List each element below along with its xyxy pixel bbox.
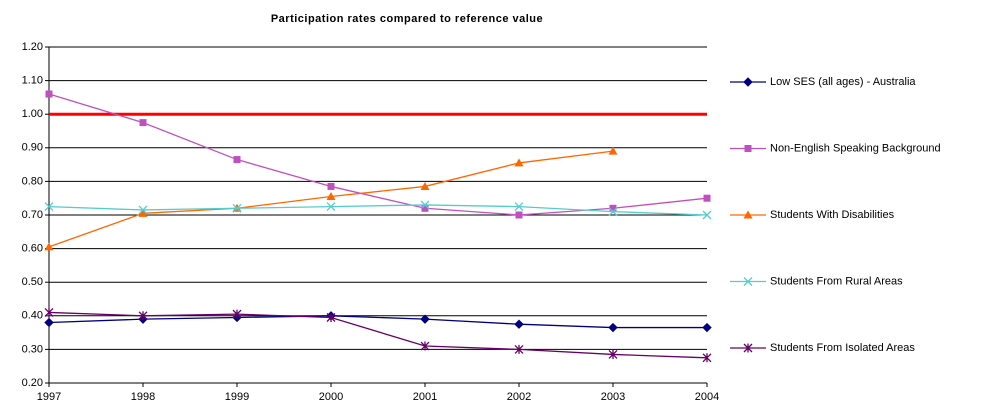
data-point	[138, 208, 148, 217]
y-tick-label: 0.50	[22, 276, 43, 288]
x-tick-label: 1999	[225, 391, 249, 403]
y-tick-label: 0.30	[22, 343, 43, 355]
legend-label: Students With Disabilities	[770, 209, 895, 221]
data-point	[420, 181, 430, 190]
data-point	[514, 158, 524, 167]
data-point	[608, 146, 618, 155]
y-tick-label: 0.90	[22, 142, 43, 154]
chart-title: Participation rates compared to referenc…	[271, 13, 543, 25]
series-line	[48, 93, 708, 216]
y-tick-label: 1.20	[22, 41, 43, 53]
data-point	[326, 202, 336, 212]
data-point	[702, 322, 712, 333]
data-point	[232, 309, 242, 319]
data-point	[702, 353, 712, 363]
data-point	[139, 119, 147, 127]
data-point	[420, 341, 430, 351]
data-point	[421, 204, 429, 212]
data-point	[138, 205, 148, 215]
data-point	[420, 200, 430, 210]
y-tick-label: 1.00	[22, 108, 43, 120]
x-tick-label: 2003	[601, 391, 625, 403]
data-point	[326, 312, 336, 322]
x-tick-label: 1998	[131, 391, 155, 403]
data-point	[515, 211, 523, 219]
legend-marker	[743, 277, 753, 286]
legend-marker	[743, 210, 753, 219]
data-point	[44, 202, 54, 212]
data-point	[608, 349, 618, 359]
data-point	[514, 319, 524, 329]
legend-label: Students From Rural Areas	[770, 275, 903, 287]
data-point	[608, 322, 618, 333]
legend-marker	[743, 343, 753, 353]
x-tick-label: 2000	[319, 391, 343, 403]
y-tick-label: 0.20	[22, 377, 43, 389]
legend-marker	[743, 77, 753, 87]
y-tick-label: 1.10	[22, 75, 43, 87]
data-point	[514, 344, 524, 354]
legend-marker	[744, 145, 752, 152]
data-point	[138, 311, 148, 321]
data-point	[703, 194, 711, 202]
x-tick-label: 2004	[695, 391, 719, 403]
x-tick-label: 1997	[37, 391, 61, 403]
legend-label: Students From Isolated Areas	[770, 342, 915, 354]
data-point	[232, 203, 242, 213]
legend-label: Low SES (all ages) - Australia	[770, 76, 916, 88]
data-point	[608, 207, 618, 217]
data-point	[326, 192, 336, 201]
x-tick-label: 2001	[413, 391, 437, 403]
data-point	[233, 156, 241, 164]
series-line	[48, 311, 708, 359]
y-tick-label: 0.80	[22, 175, 43, 187]
series-line	[48, 315, 707, 329]
y-tick-label: 0.70	[22, 209, 43, 221]
data-point	[45, 90, 53, 98]
data-point	[420, 314, 430, 324]
legend-label: Non-English Speaking Background	[770, 142, 941, 154]
data-point	[44, 317, 54, 328]
data-point	[327, 182, 335, 190]
y-tick-label: 0.40	[22, 310, 43, 322]
series-line	[48, 204, 708, 216]
data-point	[44, 307, 54, 317]
data-point	[702, 210, 712, 220]
data-point	[44, 242, 54, 251]
data-point	[514, 202, 524, 212]
data-point	[609, 204, 617, 212]
y-tick-label: 0.60	[22, 243, 43, 255]
x-tick-label: 2002	[507, 391, 531, 403]
